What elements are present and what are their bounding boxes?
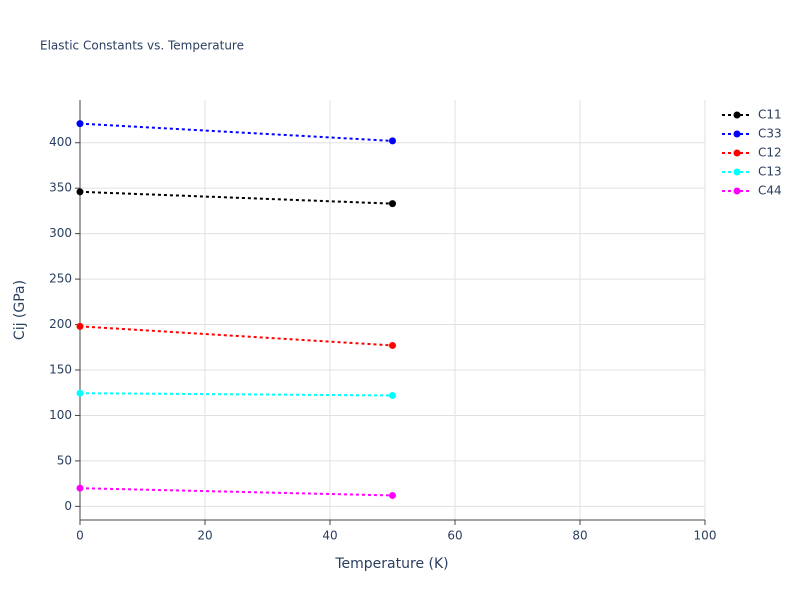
series-line [79, 122, 393, 142]
legend-label: C44 [758, 184, 782, 198]
x-tick-label: 100 [694, 529, 717, 543]
data-point [389, 341, 396, 349]
x-tick-label: 0 [76, 529, 84, 543]
y-tick-label: 150 [49, 363, 72, 377]
data-point [76, 484, 84, 492]
x-tick-label: 80 [572, 529, 587, 543]
y-tick-label: 100 [49, 408, 72, 422]
x-axis-label: Temperature (K) [334, 556, 448, 572]
legend-label: C13 [758, 165, 782, 179]
legend-marker [733, 130, 741, 138]
data-point [389, 200, 396, 208]
y-tick-label: 350 [49, 181, 72, 195]
legend-marker [733, 187, 741, 195]
y-tick-label: 50 [57, 453, 72, 467]
y-tick-label: 250 [49, 272, 72, 286]
legend-marker [733, 149, 741, 157]
data-point [389, 137, 396, 145]
legend-label: C33 [758, 127, 782, 141]
y-tick-label: 300 [49, 226, 72, 240]
series-line [79, 487, 393, 497]
legend-marker [733, 168, 741, 176]
x-tick-label: 60 [447, 529, 462, 543]
data-point [76, 389, 84, 397]
legend-label: C11 [758, 108, 782, 122]
data-point [76, 120, 84, 128]
data-point [389, 491, 396, 499]
series-line [79, 325, 393, 347]
legend-label: C12 [758, 146, 782, 160]
y-axis-label: Cij (GPa) [12, 280, 28, 340]
data-point [76, 188, 84, 196]
series-line [79, 392, 393, 397]
data-point [389, 391, 396, 399]
series-line [79, 190, 393, 205]
y-tick-label: 0 [64, 499, 72, 513]
x-tick-label: 20 [197, 529, 212, 543]
x-tick-label: 40 [322, 529, 337, 543]
data-point [76, 322, 84, 330]
legend-marker [733, 111, 741, 119]
y-tick-label: 400 [49, 135, 72, 149]
y-tick-label: 200 [49, 317, 72, 331]
chart-title: Elastic Constants vs. Temperature [40, 39, 244, 53]
